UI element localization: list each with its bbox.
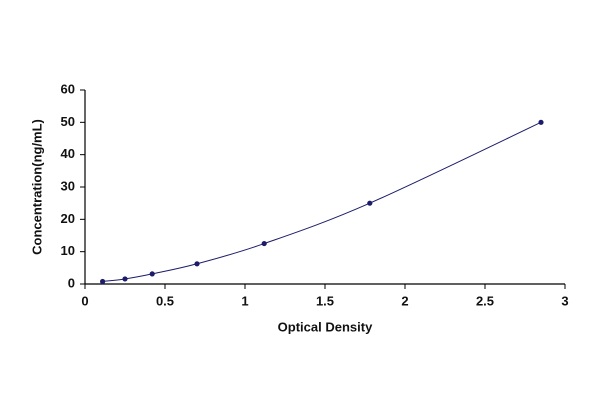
data-point	[538, 119, 544, 125]
y-tick-label: 40	[61, 146, 75, 161]
y-axis-label: Concentration(ng/mL)	[29, 119, 44, 255]
y-tick-label: 30	[61, 178, 75, 193]
y-tick-label: 0	[68, 275, 75, 290]
y-tick-label: 50	[61, 114, 75, 129]
x-tick-label: 1	[241, 293, 248, 308]
fit-curve	[102, 121, 542, 282]
x-tick-label: 1.5	[316, 293, 334, 308]
y-tick-label: 20	[61, 211, 75, 226]
x-tick-label: 2	[401, 293, 408, 308]
y-tick-label: 10	[61, 243, 75, 258]
data-point	[122, 276, 128, 282]
x-tick-label: 2.5	[476, 293, 494, 308]
x-tick-label: 3	[561, 293, 568, 308]
y-tick-label: 60	[61, 81, 75, 96]
data-point	[149, 271, 155, 277]
data-point	[261, 240, 267, 247]
data-point	[367, 200, 373, 206]
data-point	[194, 261, 200, 267]
x-tick-label: 0	[81, 293, 88, 308]
x-tick-label: 0.5	[156, 293, 174, 308]
x-axis-label: Optical Density	[278, 319, 373, 334]
data-point	[100, 278, 106, 285]
